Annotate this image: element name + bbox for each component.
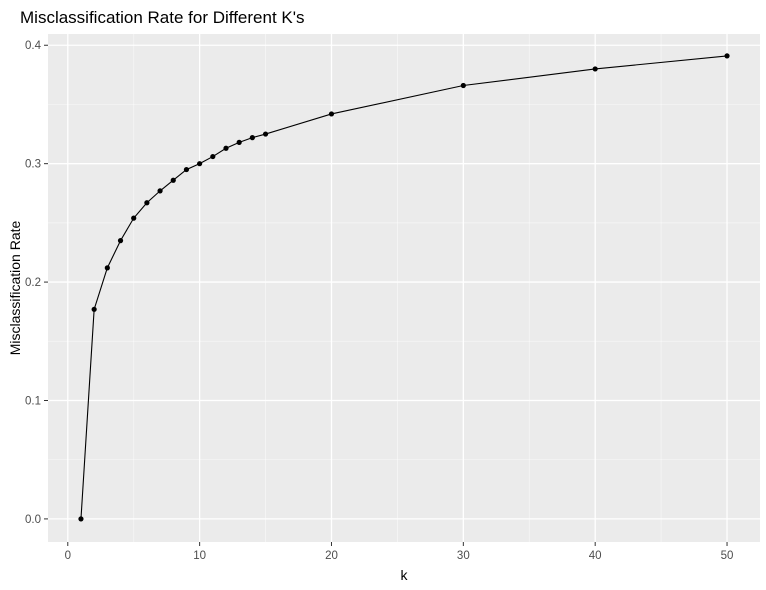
- data-point-3: [117, 238, 124, 244]
- data-point-13: [249, 135, 255, 141]
- y-axis: 0.0 0.1 0.2 0.3 0.4: [25, 40, 48, 526]
- data-point-14: [262, 131, 269, 137]
- plot-panel: [48, 34, 760, 542]
- data-point-1: [91, 306, 97, 312]
- x-axis: 0 10 20 30 40 50: [65, 542, 734, 562]
- x-tick-label-0: 0: [65, 550, 71, 562]
- y-tick-label-3: 0.3: [25, 159, 41, 171]
- data-point-16: [460, 82, 466, 89]
- y-tick-label-0: 0.0: [25, 514, 41, 526]
- data-point-2: [104, 265, 110, 271]
- grid-minor: [48, 34, 760, 542]
- data-point-0: [78, 516, 84, 522]
- data-point-6: [157, 188, 163, 194]
- y-tick-label-1: 0.1: [25, 395, 41, 407]
- data-point-12: [236, 139, 242, 145]
- data-point-10: [210, 153, 216, 160]
- chart-title: Misclassification Rate for Different K's: [20, 8, 304, 27]
- x-axis-title: k: [401, 567, 409, 583]
- data-point-4: [131, 215, 137, 221]
- series-points-group: [78, 53, 730, 522]
- x-tick-label-2: 20: [325, 550, 338, 562]
- data-point-15: [328, 111, 335, 117]
- data-point-9: [197, 161, 203, 167]
- data-point-7: [170, 177, 176, 183]
- data-point-5: [144, 200, 150, 206]
- data-point-18: [724, 53, 730, 59]
- data-point-11: [223, 145, 229, 151]
- y-axis-title: Misclassification Rate: [7, 220, 23, 355]
- data-point-17: [592, 66, 598, 72]
- x-tick-label-4: 40: [589, 550, 602, 562]
- x-tick-label-1: 10: [193, 550, 206, 562]
- grid-major: [48, 34, 760, 542]
- y-tick-label-4: 0.4: [25, 40, 42, 52]
- y-tick-label-2: 0.2: [25, 277, 41, 289]
- data-point-8: [183, 166, 190, 173]
- x-tick-label-3: 30: [457, 550, 470, 562]
- x-tick-label-5: 50: [721, 550, 734, 562]
